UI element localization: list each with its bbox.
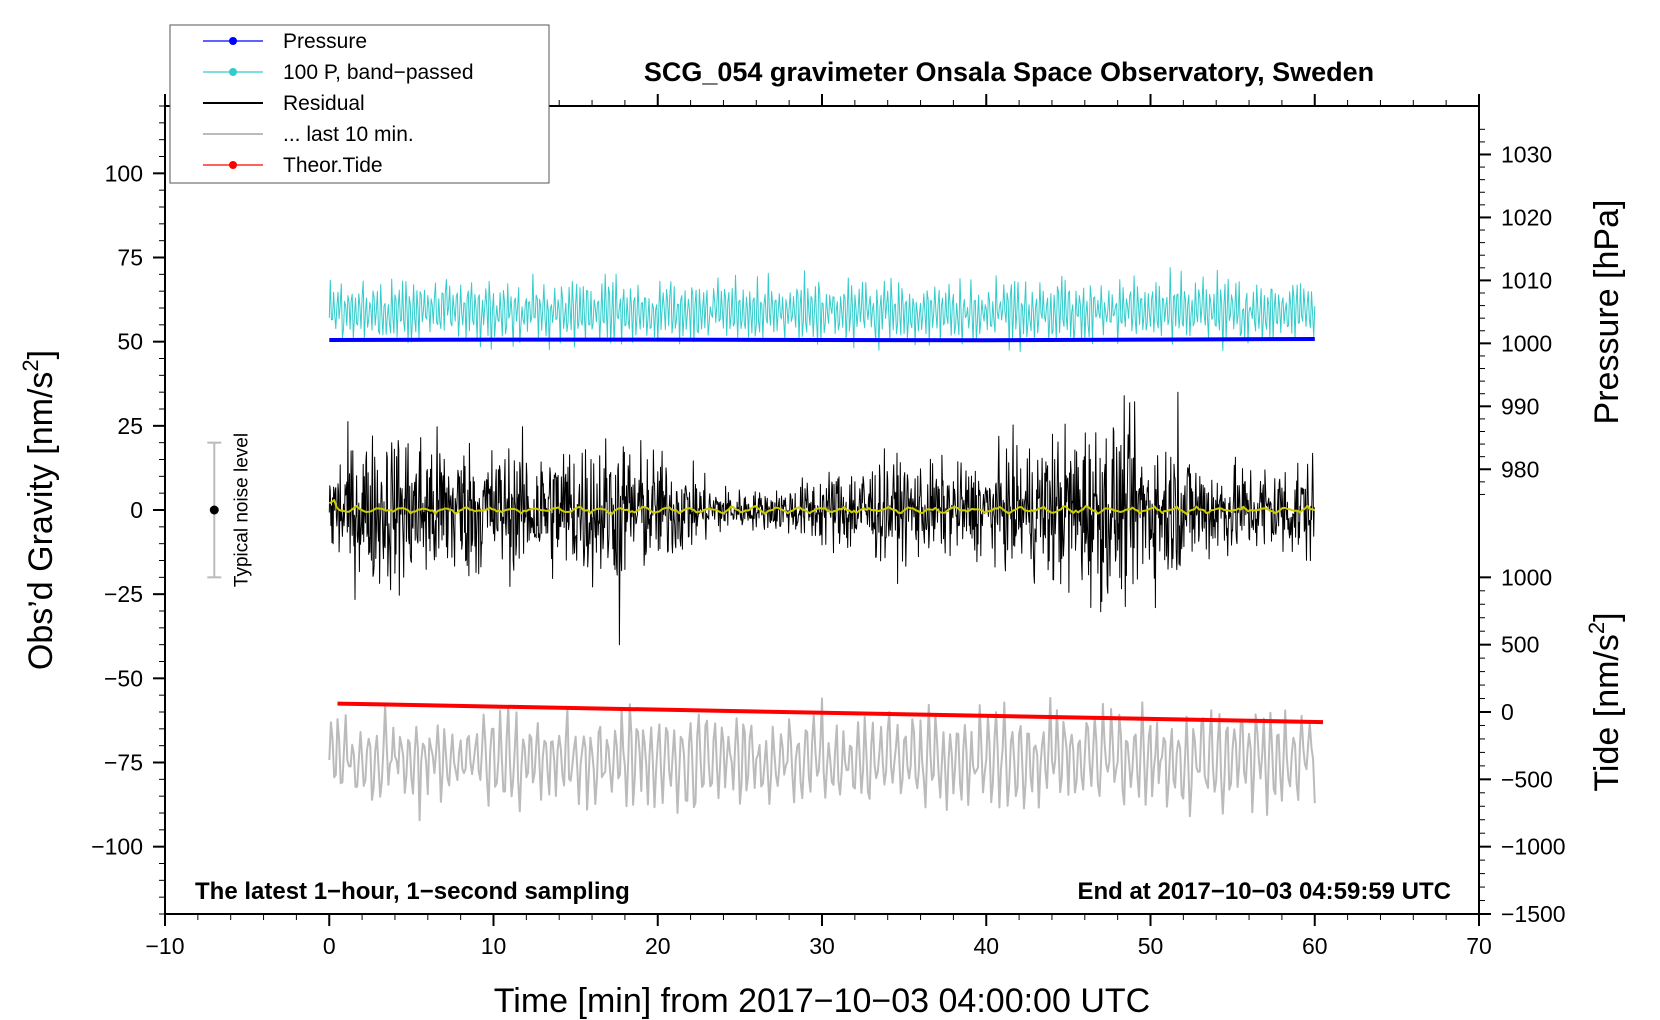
- y-tick-label: −25: [104, 581, 143, 607]
- pressure-tick-label: 1010: [1501, 267, 1552, 293]
- x-tick-label: 70: [1466, 933, 1492, 959]
- tide-tick-label: 0: [1501, 699, 1514, 725]
- pressure-tick-label: 990: [1501, 393, 1539, 419]
- tide-axis-title-sup: 2: [1584, 622, 1609, 634]
- note-right: End at 2017−10−03 04:59:59 UTC: [1077, 878, 1451, 905]
- series-smoothed-residual-line: [328, 499, 1316, 515]
- tide-tick-label: 1000: [1501, 564, 1552, 590]
- x-tick-label: 0: [323, 933, 336, 959]
- legend-marker: [229, 68, 237, 76]
- legend-label: Residual: [283, 92, 365, 115]
- x-tick-label: 10: [481, 933, 507, 959]
- x-axis-ticks: −10 0 10 20 30 40 50 60 70: [145, 94, 1492, 959]
- note-left: The latest 1−hour, 1−second sampling: [195, 878, 630, 905]
- tide-tick-label: −500: [1501, 766, 1553, 792]
- pressure-tick-label: 980: [1501, 456, 1539, 482]
- pressure-axis-ticks: 1030 1020 1010 1000 990 980: [1479, 128, 1552, 495]
- x-axis-title: Time [min] from 2017−10−03 04:00:00 UTC: [494, 982, 1150, 1020]
- y-axis-left-ticks: 100 75 50 25 0 −25 −50 −75 −100: [91, 105, 165, 915]
- legend-marker: [229, 37, 237, 45]
- y-tick-label: 100: [105, 160, 143, 186]
- y-tick-label: −100: [91, 834, 143, 860]
- pressure-tick-label: 1030: [1501, 141, 1552, 167]
- tide-tick-label: −1000: [1501, 834, 1566, 860]
- tide-tick-label: 500: [1501, 632, 1539, 658]
- series-bandpassed-pressure-line: [328, 267, 1316, 352]
- noise-bar-center-dot: [209, 505, 219, 515]
- y-tick-label: −50: [104, 665, 143, 691]
- tide-tick-label: −1500: [1501, 901, 1566, 927]
- y-tick-label: 50: [117, 329, 143, 355]
- tide-axis-title-main: Tide [nm/s: [1588, 634, 1626, 791]
- tide-axis-title-close: ]: [1588, 612, 1626, 621]
- x-tick-label: 60: [1302, 933, 1328, 959]
- y-tick-label: 25: [117, 413, 143, 439]
- series-pressure-line: [329, 337, 1315, 343]
- pressure-tick-label: 1000: [1501, 330, 1552, 356]
- legend-marker: [229, 161, 237, 169]
- x-tick-label: −10: [145, 933, 184, 959]
- legend-label: Theor.Tide: [283, 154, 383, 177]
- x-tick-label: 50: [1138, 933, 1164, 959]
- legend-label: 100 P, band−passed: [283, 61, 474, 84]
- legend-label: ... last 10 min.: [283, 123, 414, 146]
- series-layer: [328, 267, 1324, 822]
- pressure-tick-label: 1020: [1501, 204, 1552, 230]
- noise-bar-label: Typical noise level: [231, 433, 252, 587]
- legend-label: Pressure: [283, 30, 367, 53]
- pressure-axis-title: Pressure [hPa]: [1588, 200, 1626, 425]
- x-tick-label: 20: [645, 933, 671, 959]
- tide-axis-title: Tide [nm/s2]: [1584, 612, 1626, 791]
- y-tick-label: −75: [104, 750, 143, 776]
- y-axis-left-title-main: Obs’d Gravity [nm/s: [22, 372, 60, 671]
- y-tick-label: 75: [117, 245, 143, 271]
- y-axis-left-title: Obs’d Gravity [nm/s2]: [18, 350, 60, 670]
- legend: Pressure 100 P, band−passed Residual ... la…: [169, 24, 550, 184]
- tide-axis-ticks: 1000 500 0 −500 −1000 −1500: [1479, 564, 1566, 927]
- x-tick-label: 40: [973, 933, 999, 959]
- y-axis-left-title-close: ]: [22, 350, 60, 359]
- series-last-10-min-line: [328, 696, 1316, 822]
- chart-title: SCG_054 gravimeter Onsala Space Observat…: [644, 57, 1374, 87]
- series-theoretical-tide-line: [337, 701, 1324, 725]
- y-tick-label: 0: [130, 497, 143, 523]
- noise-level-indicator: Typical noise level: [207, 433, 252, 587]
- y-axis-left-title-sup: 2: [18, 359, 43, 371]
- series-residual-line: [328, 391, 1316, 646]
- x-tick-label: 30: [809, 933, 835, 959]
